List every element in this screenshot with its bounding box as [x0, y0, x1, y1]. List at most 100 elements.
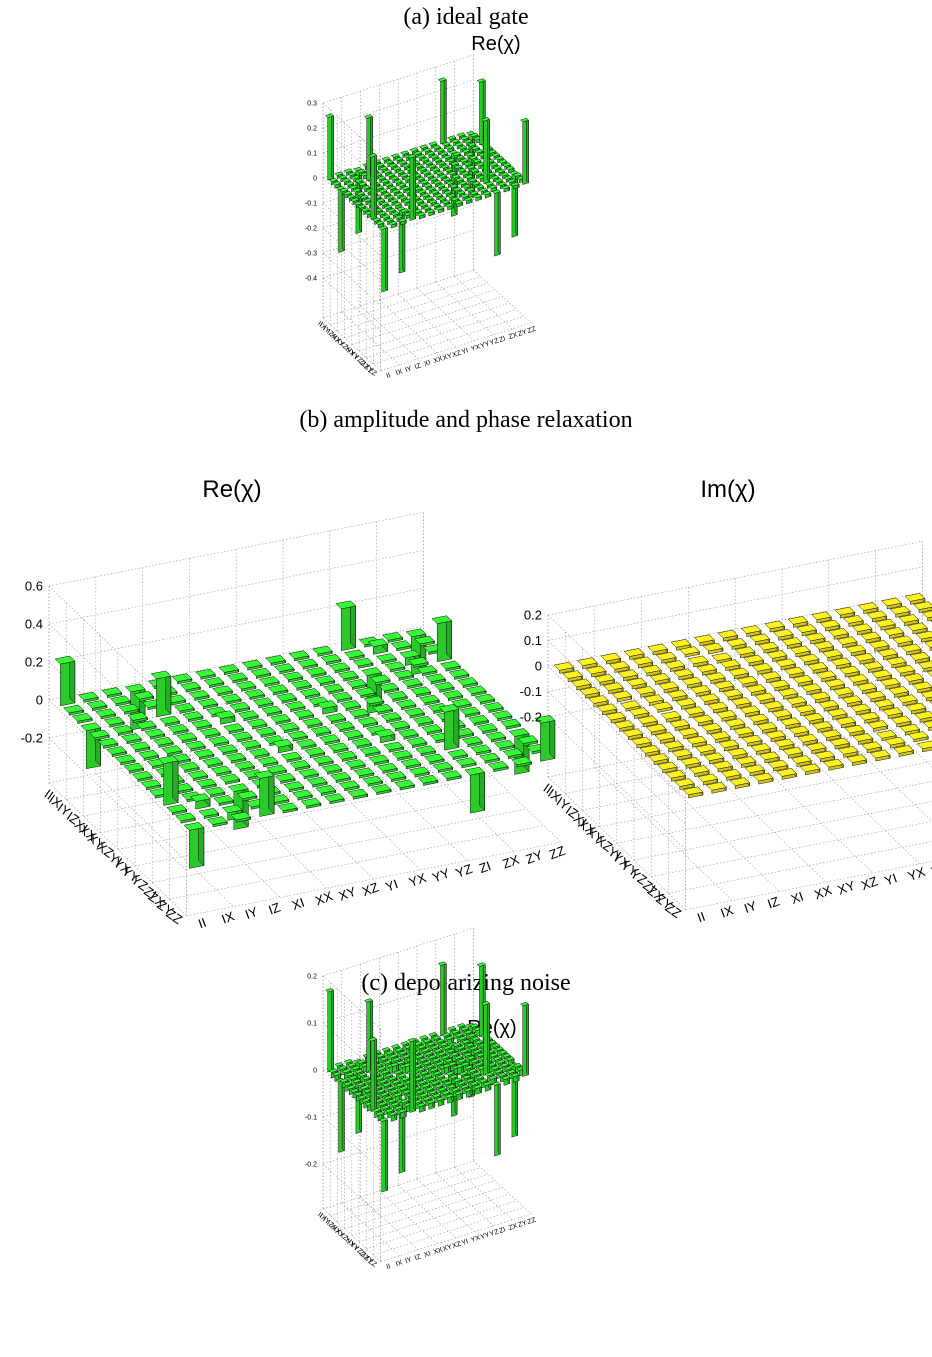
- col-label: XY: [337, 884, 359, 904]
- bar-YZ-IZ: [219, 773, 241, 785]
- bar-YY-XY: [281, 751, 302, 763]
- row-label: XY: [334, 1228, 346, 1239]
- z-tick-label: 0.4: [25, 617, 43, 632]
- bar-ZI-ZX: [462, 735, 483, 748]
- bar-XY-ZX: [909, 651, 931, 664]
- row-label: IY: [321, 1216, 331, 1226]
- bar-YZ-ZI: [929, 700, 932, 705]
- bar-XX-ZI: [455, 154, 465, 163]
- bar-ZY-IX: [198, 807, 220, 819]
- col-label: ZY: [517, 1219, 528, 1229]
- bar-XX-XY: [238, 710, 259, 722]
- bar-XI-XX: [705, 671, 726, 684]
- bar-XI-ZI: [369, 674, 391, 686]
- col-label: IX: [395, 1259, 404, 1268]
- bar-IY-XZ: [734, 646, 756, 659]
- bar-YX-YI: [818, 699, 839, 712]
- bar-II-XI: [647, 643, 668, 656]
- bar-YX-YX: [342, 729, 364, 741]
- bar-II-XX: [670, 638, 692, 651]
- bar-XZ-XZ: [278, 722, 300, 734]
- bar-IX-YX: [772, 628, 794, 641]
- bar-IX-XZ: [726, 637, 747, 650]
- col-label: ZX: [508, 331, 519, 341]
- col-label: ZY: [517, 328, 528, 338]
- bar-II-XX: [171, 673, 193, 685]
- bar-IY-YX: [781, 636, 803, 649]
- bar-ZX-XZ: [437, 196, 447, 204]
- bar-XX-YX: [807, 661, 828, 674]
- bar-ZI-ZI: [481, 1000, 490, 1077]
- bar-ZI-ZX: [490, 174, 500, 183]
- bar-ZZ-YX: [394, 779, 415, 791]
- bar-ZX-II: [665, 769, 687, 782]
- bar-ZZ-ZY: [510, 181, 520, 190]
- bar-ZZ-ZY: [511, 756, 532, 768]
- bar-ZI-XZ: [321, 763, 343, 775]
- col-label: YY: [480, 340, 491, 350]
- bar-XY-IZ: [176, 732, 198, 744]
- bar-II-ZI: [834, 606, 856, 619]
- bar-XX-ZX: [900, 643, 922, 656]
- bar-ZX-ZY: [503, 175, 513, 183]
- col-label: ZX: [508, 1222, 519, 1232]
- bar-YZ-YI: [835, 716, 857, 729]
- bar-ZI-YX: [368, 754, 390, 766]
- bar-IZ-YZ: [836, 636, 858, 648]
- bar-YX-II: [631, 736, 652, 749]
- bar-II-II: [54, 655, 76, 707]
- col-label: IZ: [765, 893, 781, 911]
- bar-XY-IY: [153, 736, 174, 748]
- col-label: XX: [313, 888, 335, 908]
- z-tick-label: 0.2: [524, 608, 542, 623]
- bar-ZX-XZ: [829, 737, 850, 750]
- bar-IZ-YY: [813, 640, 835, 653]
- chart-title: Re(χ): [471, 33, 520, 55]
- bar-YY-YZ: [897, 694, 918, 707]
- bar-ZI-ZI: [438, 703, 460, 751]
- col-label: YY: [929, 859, 932, 879]
- bar-IY-IZ: [641, 664, 662, 677]
- bar-ZZ-IX: [706, 781, 727, 794]
- bar-ZX-ZX: [470, 744, 492, 756]
- bar-YI-IX: [645, 723, 667, 736]
- bar-XX-IY: [643, 694, 665, 706]
- row-label: XI: [329, 332, 338, 342]
- col-label: XI: [423, 359, 432, 368]
- bar-ZX-IY: [712, 760, 733, 773]
- bar-XI-ZI: [868, 639, 890, 652]
- bar-XX-YY: [830, 657, 852, 670]
- bar-XZ-YZ: [372, 703, 393, 715]
- z-tick-label: 0.6: [25, 579, 43, 594]
- bar-YI-YY: [856, 682, 878, 695]
- bar-XI-IX: [611, 690, 633, 703]
- bar-YX-XI: [225, 752, 247, 764]
- bar-ZZ-XI: [416, 1102, 426, 1113]
- bar-XX-YY: [331, 691, 353, 703]
- bar-IZ-IY: [354, 178, 364, 186]
- bar-ZZ-XY: [823, 758, 844, 771]
- bar-II-IX: [577, 657, 598, 670]
- bar-IX-IZ: [632, 656, 654, 669]
- bar-ZZ-XX: [426, 208, 435, 217]
- bar-ZX-XI: [759, 751, 780, 764]
- bar-XX-XI: [191, 719, 212, 731]
- bar-YX-ZI: [911, 681, 932, 694]
- bar-IX-YZ: [819, 619, 841, 632]
- col-label: IX: [719, 902, 736, 920]
- bar-XY-YX: [815, 670, 837, 683]
- bar-IZ-IY: [127, 711, 148, 723]
- bar-XY-IZ: [675, 697, 697, 710]
- bar-XZ-ZI: [395, 699, 417, 711]
- bar-IZ-ZX: [384, 661, 406, 673]
- col-label: ZZ: [527, 1216, 538, 1226]
- bar-ZX-YX: [377, 762, 398, 774]
- col-label: II: [196, 915, 208, 932]
- bar-ZY-IY: [720, 768, 742, 781]
- bar-ZX-IX: [688, 765, 710, 777]
- bar-XX-YZ: [355, 687, 376, 699]
- bar-IZ-XI: [673, 668, 694, 681]
- col-label: XI: [290, 895, 307, 913]
- bar-IZ-YX: [790, 645, 811, 658]
